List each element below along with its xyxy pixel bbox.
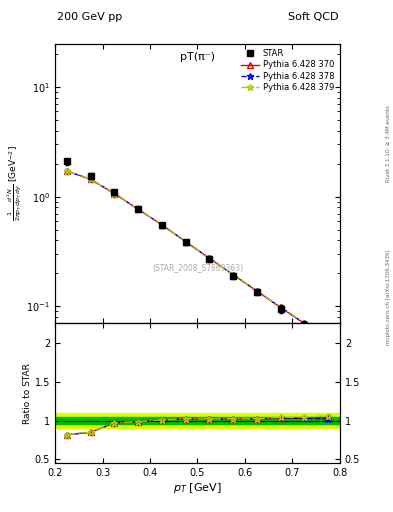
Text: pT(π⁻): pT(π⁻) [180, 52, 215, 62]
Text: (STAR_2008_S7869363): (STAR_2008_S7869363) [152, 263, 243, 272]
Y-axis label: $\frac{1}{2\pi p_T} \frac{d^2N}{dp_T\, dy}$ [GeV$^{-2}$]: $\frac{1}{2\pi p_T} \frac{d^2N}{dp_T\, d… [5, 145, 24, 221]
Y-axis label: Ratio to STAR: Ratio to STAR [23, 363, 32, 424]
Text: Rivet 3.1.10; ≥ 3.4M events: Rivet 3.1.10; ≥ 3.4M events [386, 105, 391, 182]
Text: Soft QCD: Soft QCD [288, 11, 339, 22]
Text: 200 GeV pp: 200 GeV pp [57, 11, 122, 22]
Text: mcplots.cern.ch [arXiv:1306.3436]: mcplots.cern.ch [arXiv:1306.3436] [386, 249, 391, 345]
Legend: STAR, Pythia 6.428 370, Pythia 6.428 378, Pythia 6.428 379: STAR, Pythia 6.428 370, Pythia 6.428 378… [239, 48, 336, 93]
X-axis label: $p_T$ [GeV]: $p_T$ [GeV] [173, 481, 222, 495]
